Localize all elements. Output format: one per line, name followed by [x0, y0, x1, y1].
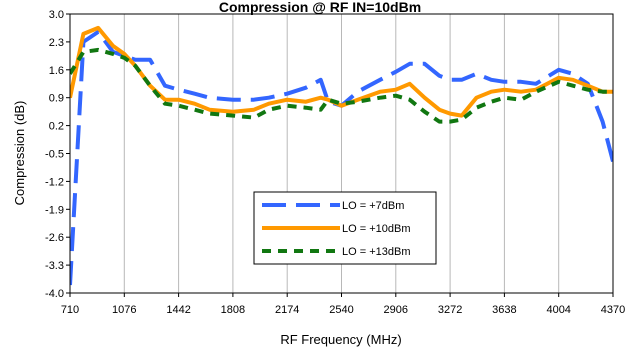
x-tick-label: 1442	[166, 304, 190, 316]
y-tick-label: -1.2	[45, 176, 64, 188]
x-tick-label: 1808	[221, 304, 245, 316]
series-lines	[70, 25, 613, 286]
y-tick-label: -2.6	[45, 232, 64, 244]
x-tick-label: 1076	[112, 304, 136, 316]
y-tick-label: 0.9	[49, 93, 64, 105]
legend-label: LO = +7dBm	[342, 200, 404, 212]
y-tick-label: 3.0	[49, 9, 64, 21]
x-tick-label: 2174	[275, 304, 299, 316]
x-tick-label: 3272	[438, 304, 462, 316]
x-tick-label: 3638	[492, 304, 516, 316]
y-tick-label: 0.2	[49, 121, 64, 133]
series-line-2	[70, 25, 613, 118]
legend-label: LO = +10dBm	[342, 223, 411, 235]
x-tick-label: 4004	[546, 304, 570, 316]
gridlines	[123, 14, 560, 293]
y-tick-label: -0.5	[45, 149, 64, 161]
x-tick-label: 2906	[384, 304, 408, 316]
y-tick-label: 1.6	[49, 65, 64, 77]
x-tick-label: 710	[61, 304, 79, 316]
x-tick-label: 4370	[601, 304, 625, 316]
chart-title: Compression @ RF IN=10dBm	[219, 0, 421, 15]
y-axis-label: Compression (dB)	[12, 101, 27, 206]
x-axis-label: RF Frequency (MHz)	[280, 332, 401, 347]
legend: LO = +7dBm LO = +10dBm LO = +13dBm	[253, 191, 437, 265]
y-tick-label: 2.3	[49, 37, 64, 49]
y-tick-label: -4.0	[45, 288, 64, 300]
x-tick-label: 2540	[329, 304, 353, 316]
y-tick-label: -1.9	[45, 204, 64, 216]
axis-ticks: 710 1076 1442 1808 2174 2540 2906 3272 3638 4004 4…	[45, 9, 625, 316]
legend-label: LO = +13dBm	[342, 246, 411, 258]
y-tick-label: -3.3	[45, 260, 64, 272]
